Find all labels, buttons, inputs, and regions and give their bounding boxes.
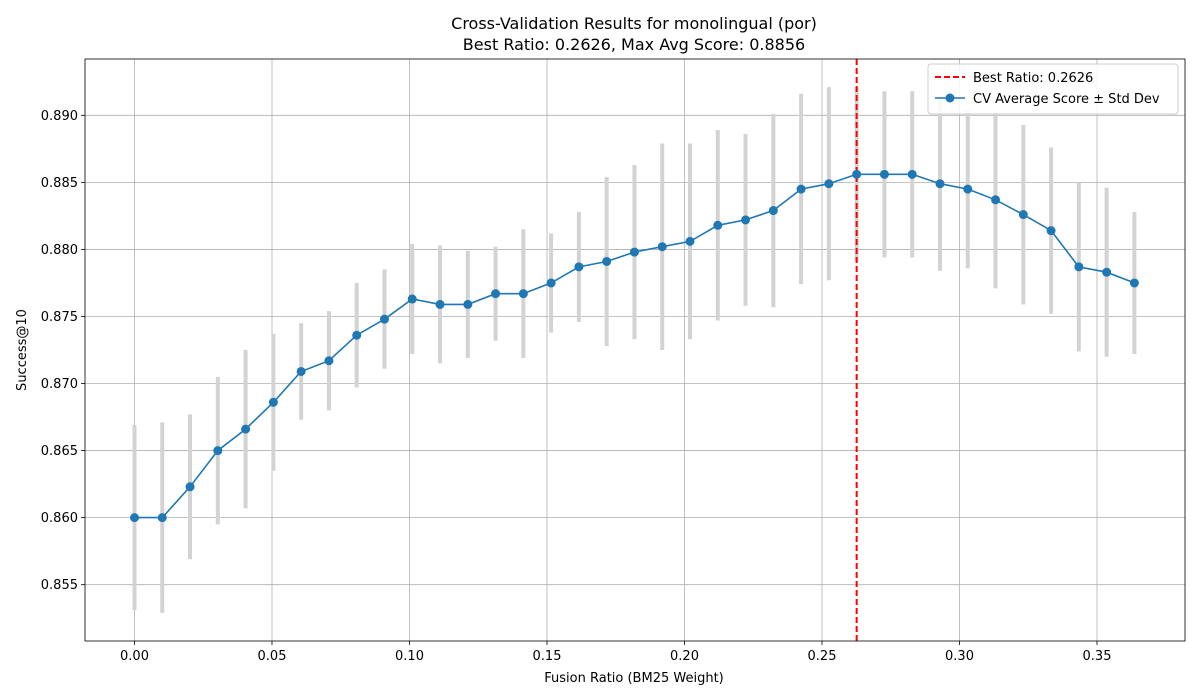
data-point	[268, 397, 278, 407]
data-point	[1018, 210, 1028, 220]
plot-frame	[84, 58, 1186, 642]
legend-box	[927, 63, 1179, 115]
data-point	[518, 289, 528, 299]
x-tick-label: 0.20	[670, 649, 699, 664]
x-tick-label: 0.15	[533, 649, 562, 664]
data-point	[407, 294, 417, 304]
data-point	[685, 236, 695, 246]
y-tick-label: 0.890	[41, 109, 78, 124]
data-point	[991, 195, 1001, 205]
data-point	[491, 289, 501, 299]
data-point	[963, 184, 973, 194]
data-point	[1046, 226, 1056, 236]
data-point	[879, 169, 889, 179]
x-tick-label: 0.00	[120, 649, 149, 664]
y-tick-label: 0.870	[41, 377, 78, 392]
legend-best-ratio-label: Best Ratio: 0.2626	[973, 71, 1093, 86]
legend: Best Ratio: 0.2626 CV Average Score ± St…	[927, 63, 1179, 115]
y-tick-label: 0.875	[41, 310, 78, 325]
data-point	[352, 330, 362, 340]
x-axis-label: Fusion Ratio (BM25 Weight)	[544, 671, 723, 686]
data-point	[852, 169, 862, 179]
data-point	[296, 366, 306, 376]
plot-background	[85, 59, 1185, 641]
y-axis-label: Success@10	[15, 309, 30, 391]
plot-area: 0.00 0.05 0.10 0.15 0.20 0.25 0.30 0.35 0.855 0.8…	[41, 58, 1186, 664]
data-point	[1102, 267, 1112, 277]
data-point	[435, 299, 445, 309]
data-point	[130, 513, 139, 523]
data-point	[379, 314, 389, 324]
data-point	[185, 482, 195, 492]
data-point	[768, 206, 778, 216]
x-tick-label: 0.35	[1083, 649, 1112, 664]
y-tick-label: 0.855	[41, 578, 78, 593]
data-point	[1129, 278, 1139, 288]
data-point	[546, 278, 556, 288]
x-tick-label: 0.25	[808, 649, 837, 664]
data-point	[213, 446, 223, 456]
data-point	[824, 179, 834, 189]
data-point	[907, 169, 917, 179]
data-point	[241, 424, 251, 434]
data-point	[741, 215, 751, 225]
data-point	[574, 262, 584, 272]
data-point	[796, 184, 806, 194]
data-point	[1074, 262, 1084, 272]
y-tick-label: 0.865	[41, 444, 78, 459]
data-point	[629, 247, 639, 257]
data-point	[713, 220, 723, 230]
legend-series-swatch-marker	[945, 93, 955, 103]
data-point	[602, 256, 612, 266]
data-point	[157, 513, 167, 523]
chart-title-line-1: Cross-Validation Results for monolingual…	[451, 14, 817, 33]
y-tick-label: 0.885	[41, 176, 78, 191]
y-tick-label: 0.860	[41, 511, 78, 526]
data-point	[324, 356, 334, 366]
data-point	[463, 299, 473, 309]
x-tick-label: 0.10	[395, 649, 424, 664]
y-tick-label: 0.880	[41, 243, 78, 258]
legend-series-label: CV Average Score ± Std Dev	[973, 92, 1160, 107]
x-tick-label: 0.30	[945, 649, 974, 664]
x-tick-label: 0.05	[258, 649, 287, 664]
data-point	[935, 179, 945, 189]
chart-title-line-2: Best Ratio: 0.2626, Max Avg Score: 0.885…	[463, 35, 805, 54]
data-point	[657, 242, 667, 252]
